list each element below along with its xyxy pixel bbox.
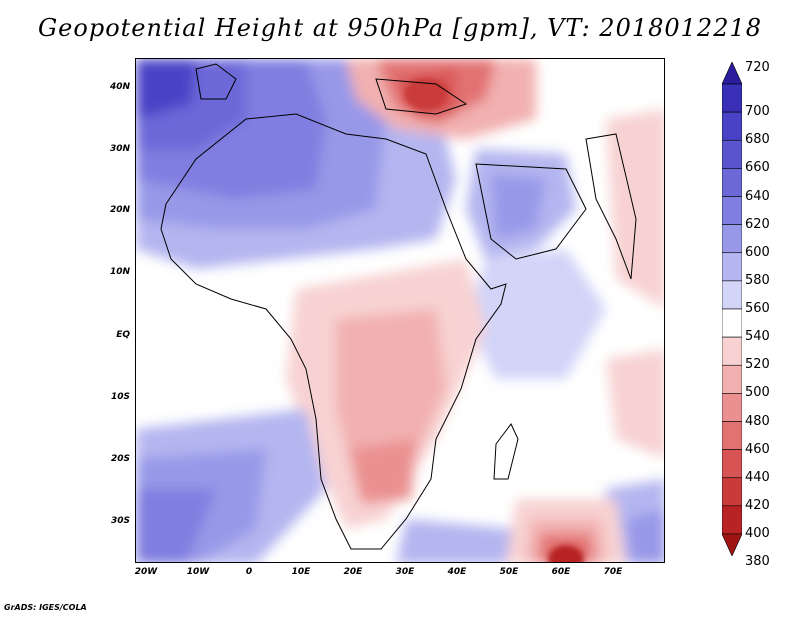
lat-label-20n: 20N: [109, 205, 130, 215]
colorbar-label-480: 480: [745, 413, 770, 429]
colorbar-swatch-380: [722, 533, 742, 556]
colorbar-label-420: 420: [745, 497, 770, 513]
colorbar-swatch-540: [722, 308, 742, 338]
lon-label-70e: 70E: [603, 567, 623, 577]
colorbar-swatch-480: [722, 393, 742, 422]
lon-label-10w: 10W: [186, 567, 210, 577]
colorbar-swatch-600: [722, 224, 742, 254]
colorbar-swatch-460: [722, 421, 742, 450]
colorbar-swatch-500: [722, 364, 742, 394]
lat-label-10s: 10S: [110, 392, 130, 402]
colorbar-swatch-580: [722, 252, 742, 282]
map-panel[interactable]: [135, 58, 665, 563]
colorbar-label-680: 680: [745, 132, 770, 148]
lon-label-60e: 60E: [551, 567, 571, 577]
lon-label-10e: 10E: [291, 567, 311, 577]
colorbar-label-580: 580: [745, 272, 770, 288]
lat-label-30s: 30S: [110, 516, 130, 526]
lon-label-0: 0: [245, 567, 253, 577]
colorbar-label-600: 600: [745, 244, 770, 260]
lat-label-20s: 20S: [110, 454, 130, 464]
colorbar-label-640: 640: [745, 188, 770, 204]
colorbar-label-660: 660: [745, 160, 770, 176]
lat-label-10n: 10N: [109, 267, 130, 277]
credit-label: GrADS: IGES/COLA: [4, 603, 87, 612]
colorbar-swatch-420: [722, 477, 742, 507]
colorbar-label-380: 380: [745, 554, 770, 570]
colorbar-swatch-720: [722, 62, 742, 85]
colorbar-label-400: 400: [745, 526, 770, 541]
lon-label-20e: 20E: [343, 567, 363, 577]
lat-label-40n: 40N: [109, 82, 130, 92]
colorbar-swatch-620: [722, 196, 742, 225]
colorbar-swatch-640: [722, 168, 742, 197]
colorbar-label-720: 720: [745, 60, 770, 75]
height-field: [136, 59, 664, 562]
lon-label-30e: 30E: [395, 567, 415, 577]
colorbar-label-700: 700: [745, 104, 770, 120]
lon-label-50e: 50E: [499, 567, 519, 577]
colorbar-swatch-440: [722, 449, 742, 479]
lat-label-30n: 30N: [109, 144, 130, 154]
colorbar-swatch-660: [722, 139, 742, 169]
colorbar-label-520: 520: [745, 357, 770, 373]
map-title: Geopotential Height at 950hPa [gpm], VT:…: [38, 14, 762, 42]
colorbar-label-440: 440: [745, 469, 770, 485]
lon-label-20w: 20W: [134, 567, 158, 577]
colorbar-swatch-400: [722, 505, 742, 535]
colorbar-label-460: 460: [745, 441, 770, 457]
coastlines: [160, 63, 637, 550]
colorbar-label-540: 540: [745, 329, 770, 345]
colorbar-swatch-680: [722, 111, 742, 141]
colorbar-swatch-700: [722, 83, 742, 113]
colorbar-label-500: 500: [745, 385, 770, 401]
lon-label-40e: 40E: [447, 567, 467, 577]
colorbar: [722, 62, 742, 556]
lat-label-eq: EQ: [116, 330, 130, 340]
colorbar-label-620: 620: [745, 216, 770, 232]
colorbar-swatch-520: [722, 336, 742, 366]
colorbar-swatch-560: [722, 280, 742, 310]
colorbar-label-560: 560: [745, 301, 770, 316]
